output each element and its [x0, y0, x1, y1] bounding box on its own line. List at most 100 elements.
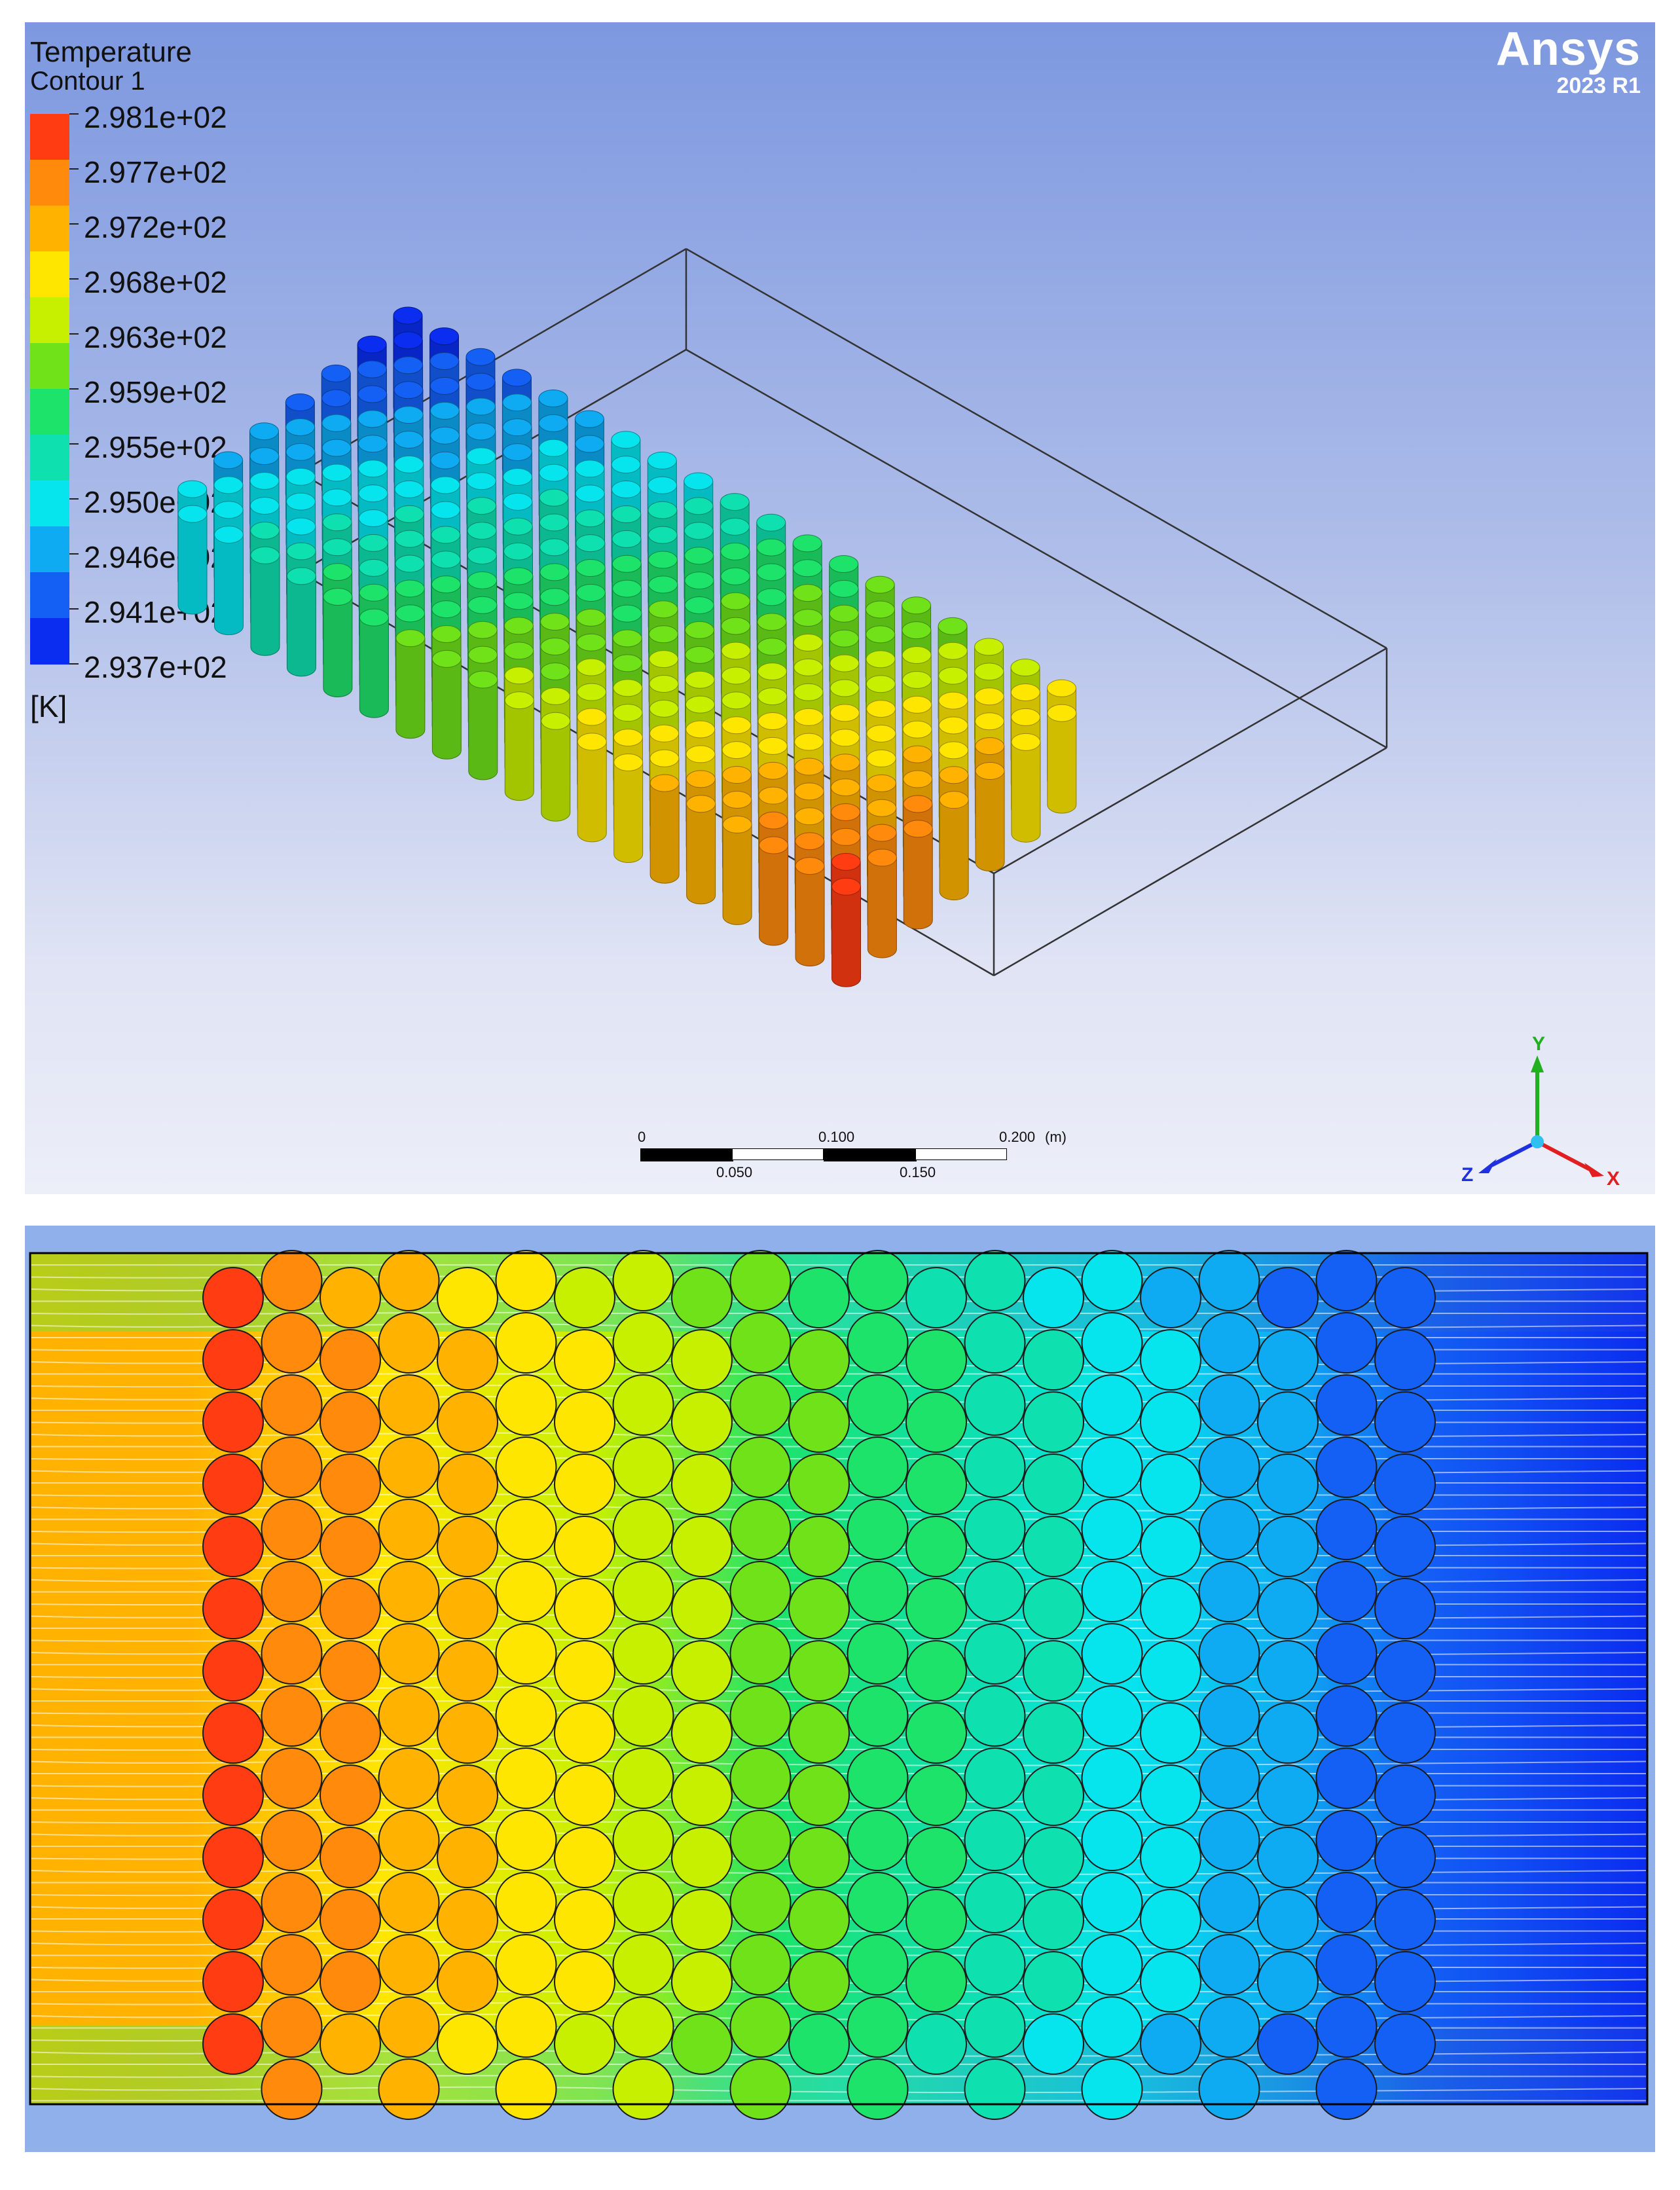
- cylinder-section: [612, 1810, 674, 1871]
- cylinder-section: [905, 1889, 967, 1950]
- cylinder-section: [1257, 1391, 1319, 1453]
- legend-color-band: [30, 160, 69, 206]
- legend-tick: 2.977e+02: [84, 155, 227, 189]
- cylinder-section: [378, 1872, 440, 1933]
- cylinder-section: [788, 1516, 850, 1577]
- cylinder-section: [261, 1934, 323, 1996]
- cylinder-3d: [722, 815, 752, 925]
- cylinder-section: [320, 1640, 381, 1702]
- x-axis-label: X: [1607, 1168, 1620, 1188]
- cylinder-section: [1315, 1436, 1378, 1498]
- cylinder-section: [1198, 2058, 1260, 2120]
- legend-tick-mark: [69, 553, 79, 555]
- cylinder-section: [1198, 1685, 1260, 1747]
- cylinder-section: [671, 1827, 733, 1888]
- cylinder-3d: [649, 774, 680, 884]
- cylinder-section: [378, 1747, 440, 1809]
- cylinder-3d: [286, 567, 316, 677]
- cylinder-section: [202, 1516, 264, 1577]
- cylinder-section: [1374, 1578, 1436, 1639]
- cylinder-section: [1023, 1951, 1084, 2013]
- cylinder-section: [1198, 1810, 1260, 1871]
- cylinder-section: [788, 1764, 850, 1826]
- cylinder-3d: [795, 857, 825, 967]
- cylinder-3d: [541, 712, 571, 822]
- cylinder-3d: [177, 505, 208, 615]
- cylinder-section: [320, 1702, 381, 1764]
- legend-tick-mark: [69, 608, 79, 610]
- cylinder-section: [1140, 1951, 1201, 2013]
- cylinder-section: [437, 1889, 498, 1950]
- cylinder-section: [788, 1453, 850, 1515]
- cylinder-section: [1315, 1623, 1378, 1685]
- cylinder-section: [905, 1267, 967, 1328]
- cylinder-section: [261, 1685, 323, 1747]
- scale-label-top: 0: [638, 1129, 646, 1145]
- legend-tick: 2.968e+02: [84, 265, 227, 299]
- cylinder-section: [1023, 1640, 1084, 1702]
- cylinder-section: [612, 2058, 674, 2120]
- cylinder-section: [964, 1312, 1026, 1374]
- cylinder-section: [1023, 1827, 1084, 1888]
- cylinder-section: [378, 1499, 440, 1560]
- cylinder-section: [788, 2013, 850, 2075]
- cylinder-section: [437, 1827, 498, 1888]
- cylinder-section: [671, 1889, 733, 1950]
- cylinder-section: [964, 1499, 1026, 1560]
- cylinder-section: [437, 1516, 498, 1577]
- cylinder-section: [964, 1561, 1026, 1622]
- cylinder-section: [612, 1747, 674, 1809]
- cylinder-section: [1257, 1267, 1319, 1328]
- contour-3d-viewport[interactable]: Temperature Contour 1 2.981e+02 2.977e+0…: [25, 22, 1655, 1194]
- cylinder-3d: [939, 791, 969, 901]
- cylinder-section: [1081, 1312, 1143, 1374]
- cylinder-section: [964, 1250, 1026, 1311]
- cylinder-section: [320, 2013, 381, 2075]
- cylinder-section: [554, 1827, 615, 1888]
- cylinder-section: [1081, 1996, 1143, 2058]
- cylinder-3d: [613, 753, 644, 863]
- cylinder-section: [729, 1685, 792, 1747]
- cylinder-array-2d: [29, 1250, 1649, 2120]
- cylinder-section: [905, 1391, 967, 1453]
- cylinder-section: [378, 1374, 440, 1436]
- legend-tick: 2.972e+02: [84, 210, 227, 244]
- cylinder-section: [1198, 1623, 1260, 1685]
- legend-subtitle: Contour 1: [30, 67, 145, 96]
- z-axis-line: [1490, 1140, 1539, 1167]
- brand-name: Ansys: [1495, 23, 1641, 75]
- cylinder-section: [1257, 1827, 1319, 1888]
- axis-triad[interactable]: Y X Z: [1433, 1017, 1642, 1188]
- section-frame: [29, 1252, 1649, 2106]
- cylinder-section: [437, 1702, 498, 1764]
- cylinder-section: [1023, 1889, 1084, 1950]
- scale-segment: [915, 1148, 1007, 1160]
- x-axis-line: [1536, 1140, 1591, 1171]
- cylinder-section: [554, 1578, 615, 1639]
- cylinder-section: [1140, 1702, 1201, 1764]
- cylinder-section: [729, 1747, 792, 1809]
- cylinder-section: [378, 1934, 440, 1996]
- legend-tick-mark: [69, 498, 79, 500]
- cylinder-section: [554, 1640, 615, 1702]
- cylinder-section: [261, 1499, 323, 1560]
- cylinder-section: [1315, 1374, 1378, 1436]
- cylinder-section: [612, 1312, 674, 1374]
- cylinder-section: [320, 1764, 381, 1826]
- cylinder-section: [847, 1436, 909, 1498]
- scale-segment: [732, 1148, 824, 1160]
- cylinder-section: [378, 2058, 440, 2120]
- cylinder-section: [1315, 1250, 1378, 1311]
- triad-origin: [1531, 1135, 1544, 1148]
- cylinder-section: [1257, 1516, 1319, 1577]
- contour-2d-section-view[interactable]: [25, 1226, 1655, 2152]
- cylinder-section: [495, 1934, 557, 1996]
- cylinder-section: [378, 1623, 440, 1685]
- cylinder-3d: [1011, 733, 1041, 843]
- cylinder-section: [495, 1250, 557, 1311]
- cylinder-section: [495, 2058, 557, 2120]
- cylinder-section: [905, 1702, 967, 1764]
- cylinder-section: [847, 1312, 909, 1374]
- cylinder-section: [729, 1623, 792, 1685]
- cylinder-section: [261, 1872, 323, 1933]
